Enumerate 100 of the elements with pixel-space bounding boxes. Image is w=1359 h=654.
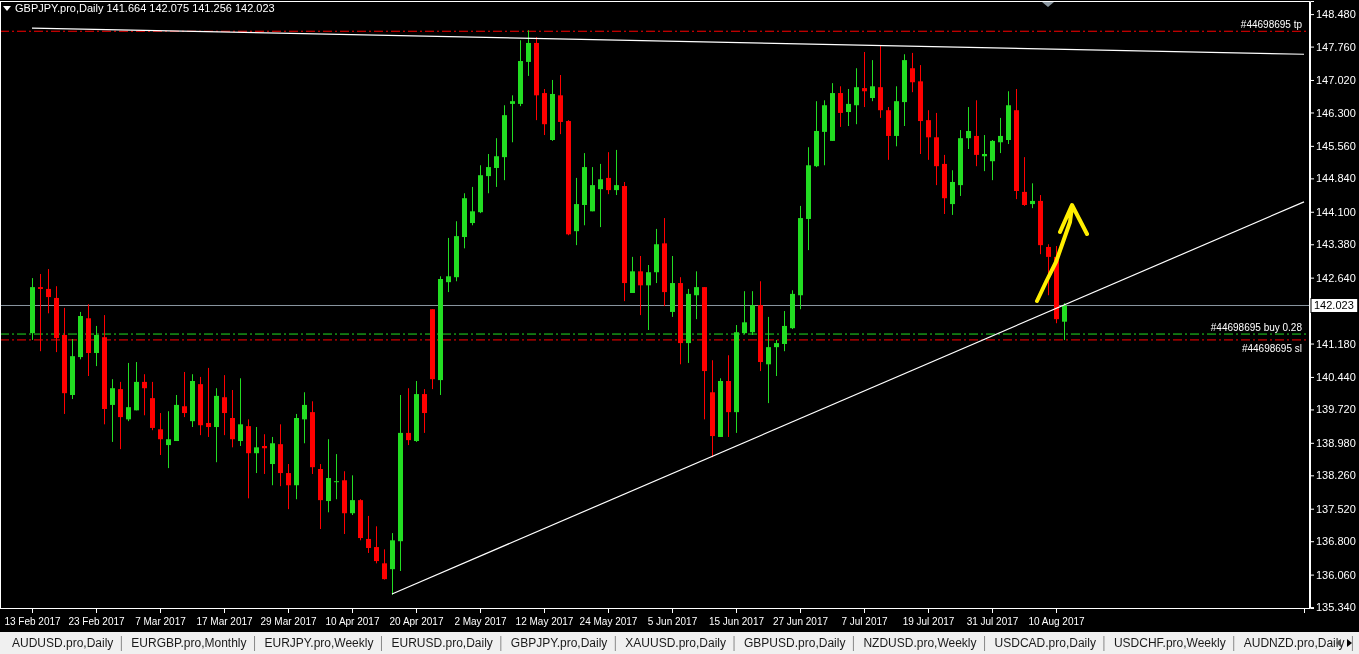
candlestick xyxy=(694,270,699,320)
candlestick xyxy=(966,106,971,150)
x-tick-label: 7 Jul 2017 xyxy=(841,616,889,627)
y-tick-label: 145.560 xyxy=(1316,139,1356,152)
candlestick xyxy=(166,410,171,469)
y-tick-label: 148.480 xyxy=(1316,8,1356,21)
y-tick-label: 142.640 xyxy=(1316,271,1356,284)
x-tick-label: 13 Feb 2017 xyxy=(4,616,62,627)
candlestick xyxy=(238,377,243,447)
x-tick-label: 17 Mar 2017 xyxy=(196,616,254,627)
x-tick-label: 10 Aug 2017 xyxy=(1028,616,1086,627)
ref-line-label: #44698695 sl xyxy=(1241,342,1302,354)
candlestick xyxy=(374,525,379,564)
y-tick-label: 137.520 xyxy=(1316,502,1356,515)
y-tick-label: 139.720 xyxy=(1316,403,1356,416)
candlestick xyxy=(854,67,859,125)
chart-title: GBPJPY.pro,Daily 141.664 142.075 141.256 142.023 xyxy=(15,2,275,14)
candlestick xyxy=(646,264,651,331)
candlestick xyxy=(950,169,955,216)
candlestick xyxy=(774,339,779,377)
y-tick-label: 146.300 xyxy=(1316,106,1356,119)
candlestick xyxy=(1022,156,1027,207)
candlestick xyxy=(1030,182,1035,209)
candlestick xyxy=(126,362,131,422)
y-tick-label: 147.760 xyxy=(1316,40,1356,53)
candlestick xyxy=(614,149,619,196)
text: EURGBP.pro,Monthly xyxy=(131,636,247,650)
candlestick xyxy=(350,474,355,516)
candlestick xyxy=(870,59,875,102)
candlestick xyxy=(638,255,643,316)
candlestick xyxy=(910,52,915,93)
y-tick-label: 144.840 xyxy=(1316,172,1356,185)
text: USDCHF.pro,Weekly xyxy=(1113,636,1226,650)
candlestick xyxy=(606,151,611,195)
candlestick xyxy=(998,117,1003,154)
ref-line-label: #44698695 tp xyxy=(1240,19,1303,31)
y-tick-label: 138.980 xyxy=(1316,436,1356,449)
candlestick xyxy=(206,367,211,438)
x-tick-label: 15 Jun 2017 xyxy=(708,616,765,627)
candlestick xyxy=(630,256,635,294)
candlestick xyxy=(110,378,115,443)
candlestick xyxy=(486,153,491,194)
candlestick xyxy=(422,388,427,434)
text: NZDUSD.pro,Weekly xyxy=(863,636,977,650)
x-tick-label: 29 Mar 2017 xyxy=(260,616,318,627)
y-tick-label: 143.380 xyxy=(1316,238,1356,251)
y-tick-label: 147.020 xyxy=(1316,74,1356,86)
candlestick xyxy=(262,433,267,475)
x-tick-label: 20 Apr 2017 xyxy=(389,616,444,627)
text: USDCAD.pro,Daily xyxy=(994,636,1096,650)
candlestick xyxy=(926,109,931,161)
candlestick xyxy=(974,99,979,167)
candlestick xyxy=(182,371,187,418)
x-tick-label: 7 Mar 2017 xyxy=(135,616,187,627)
text: EURUSD.pro,Daily xyxy=(391,636,493,650)
candlestick xyxy=(526,29,531,77)
y-tick-label: 135.340 xyxy=(1316,601,1356,614)
candlestick xyxy=(838,85,843,128)
candlestick xyxy=(254,426,259,474)
y-tick-label: 144.100 xyxy=(1316,205,1356,218)
candlestick xyxy=(494,137,499,188)
candlestick xyxy=(230,389,235,448)
ref-line-label: 142.023 xyxy=(1314,299,1354,312)
text: GBPJPY.pro,Daily xyxy=(510,636,608,650)
candlestick xyxy=(510,94,515,143)
y-tick-label: 136.800 xyxy=(1316,535,1356,548)
x-tick-label: 5 Jun 2017 xyxy=(647,616,698,627)
candlestick xyxy=(270,436,275,486)
x-tick-label: 27 Jun 2017 xyxy=(772,616,829,627)
candlestick xyxy=(846,88,851,127)
candlestick xyxy=(366,515,371,554)
x-tick-label: 12 May 2017 xyxy=(515,616,574,627)
x-tick-label: 2 May 2017 xyxy=(454,616,508,627)
candlestick xyxy=(446,237,451,293)
y-tick-label: 138.260 xyxy=(1316,469,1356,482)
candlestick xyxy=(158,412,163,456)
y-tick-label: 140.440 xyxy=(1316,370,1356,383)
candlestick xyxy=(878,44,883,119)
candlestick xyxy=(862,51,867,108)
candlestick xyxy=(286,463,291,510)
candlestick xyxy=(142,373,147,416)
candlestick xyxy=(982,134,987,172)
candlestick xyxy=(302,391,307,444)
candlestick xyxy=(598,163,603,228)
candlestick xyxy=(382,548,387,581)
candlestick xyxy=(334,453,339,500)
y-tick-label: 141.180 xyxy=(1316,337,1356,350)
candlestick xyxy=(406,387,411,446)
candlestick xyxy=(222,374,227,436)
y-tick-label: 136.060 xyxy=(1316,568,1356,581)
x-tick-label: 19 Jul 2017 xyxy=(902,616,955,627)
candlestick xyxy=(46,268,51,314)
candlestick xyxy=(470,186,475,226)
candlestick xyxy=(326,438,331,513)
x-tick-label: 10 Apr 2017 xyxy=(325,616,380,627)
x-tick-label: 31 Jul 2017 xyxy=(966,616,1019,627)
x-tick-label: 23 Feb 2017 xyxy=(68,616,126,627)
text: AUDNZD.pro,Daily xyxy=(1243,636,1345,650)
text: EURJPY.pro,Weekly xyxy=(264,636,374,650)
ref-line-label: #44698695 buy 0.28 xyxy=(1210,322,1303,334)
